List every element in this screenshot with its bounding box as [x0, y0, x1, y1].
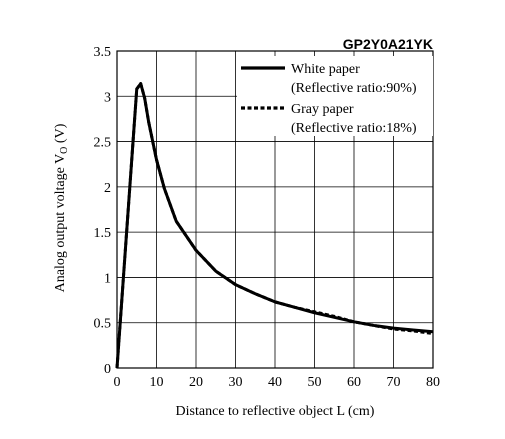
- y-tick-label: 2: [104, 181, 111, 196]
- y-tick-label: 0.5: [94, 317, 112, 332]
- series-line-white-paper: [115, 82, 434, 369]
- legend-note-gray-paper: (Reflective ratio:18%): [291, 121, 417, 136]
- x-tick-label: 10: [150, 375, 164, 390]
- x-tick-label: 50: [308, 375, 322, 390]
- y-tick-label: 1: [104, 271, 111, 286]
- legend-label-white-paper: White paper: [291, 62, 360, 77]
- legend: White paper (Reflective ratio:90%) Gray …: [237, 56, 433, 136]
- x-tick-label: 80: [426, 375, 440, 390]
- y-tick-label: 2.5: [94, 136, 112, 151]
- x-tick-label: 70: [387, 375, 401, 390]
- y-tick-label: 1.5: [94, 226, 112, 241]
- x-tick-label: 20: [189, 375, 203, 390]
- x-tick-label: 40: [268, 375, 282, 390]
- x-tick-label: 60: [347, 375, 361, 390]
- y-axis-label: Analog output voltage VO (V): [53, 123, 70, 292]
- x-axis-label: Distance to reflective object L (cm): [176, 404, 375, 419]
- y-tick-label: 3.5: [94, 45, 112, 60]
- plot-frame: [116, 50, 434, 369]
- x-tick-label: 30: [229, 375, 243, 390]
- y-axis-label-subscript: O: [59, 147, 70, 154]
- y-axis-label-main: Analog output voltage V: [53, 154, 68, 293]
- y-tick-label: 0: [104, 362, 111, 377]
- chart-title: GP2Y0A21YK: [343, 36, 433, 52]
- y-tick-label: 3: [104, 90, 111, 105]
- legend-note-white-paper: (Reflective ratio:90%): [291, 81, 417, 96]
- legend-label-gray-paper: Gray paper: [291, 102, 354, 117]
- tick-labels: 0 10 20 30 40 50 60 70 80 0 0.5 1 1.5 2 2.5 3 3.5: [94, 45, 441, 390]
- x-tick-label: 0: [114, 375, 121, 390]
- y-axis-label-unit: (V): [53, 123, 68, 146]
- series-layer: [115, 82, 434, 369]
